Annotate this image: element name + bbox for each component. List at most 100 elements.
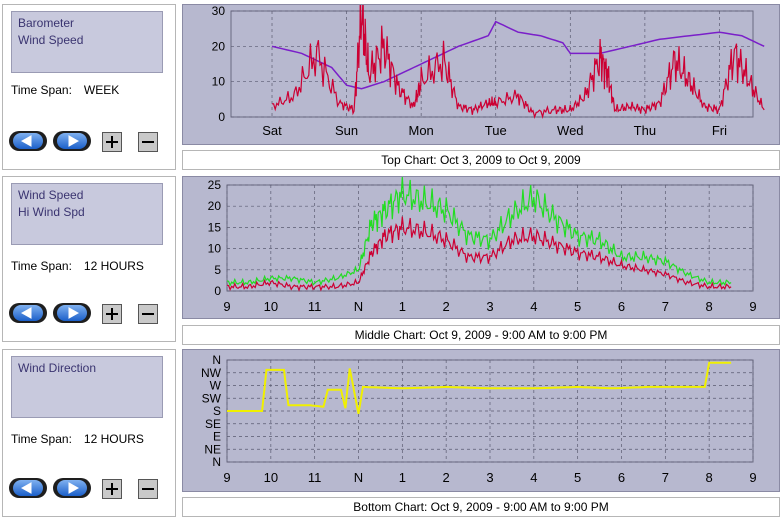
time-span-value[interactable]: 12 HOURS: [83, 432, 144, 446]
caption-bottom: Bottom Chart: Oct 9, 2009 - 9:00 AM to 9…: [182, 497, 780, 517]
time-span-top[interactable]: Time Span: WEEK: [11, 83, 119, 97]
x-tick-label: 9: [749, 299, 756, 314]
plus-icon: [106, 308, 118, 320]
wind-series-line: [272, 0, 765, 120]
y-tick-label: 25: [208, 178, 222, 192]
y-tick-label: 0: [214, 284, 221, 298]
right-arrow-icon: [68, 482, 80, 494]
x-tick-label: 11: [308, 470, 322, 485]
x-tick-label: 2: [443, 470, 450, 485]
x-tick-label: 3: [486, 299, 493, 314]
y-tick-label: 20: [212, 39, 226, 53]
time-span-value[interactable]: 12 HOURS: [83, 259, 144, 273]
time-span-label: Time Span:: [11, 259, 72, 273]
x-tick-label: 8: [706, 299, 713, 314]
hi_wind-series-line: [226, 176, 732, 287]
x-tick-label: 9: [749, 470, 756, 485]
chart-top: 0 10 20 30 Sat Sun Mon Tue Wed Thu Fri: [182, 0, 780, 145]
x-tick-label: Tue: [485, 123, 507, 138]
chart-middle-svg: 0 5 10 15 20 25 9 10 11 N 1 2 3 4 5 6 7 8 9: [208, 176, 757, 314]
x-tick-label: 7: [662, 299, 669, 314]
time-span-value[interactable]: WEEK: [83, 83, 120, 97]
controls-panel-bottom: Wind Direction Time Span: 12 HOURS: [2, 349, 176, 517]
chart-bottom: N NE E SE S SW W NW N 9 10 11 N 1 2 3 4 5 6 7 8 9: [182, 349, 780, 492]
caption-middle: Middle Chart: Oct 9, 2009 - 9:00 AM to 9…: [182, 325, 780, 345]
series-item[interactable]: Wind Speed: [18, 188, 84, 202]
series-item[interactable]: Hi Wind Spd: [18, 205, 85, 219]
x-tick-label: Mon: [409, 123, 434, 138]
next-button-bottom[interactable]: [53, 478, 91, 498]
wind-series-line: [226, 216, 732, 292]
x-tick-label: 4: [530, 470, 537, 485]
controls-panel-middle: Wind Speed Hi Wind Spd Time Span: 12 HOUR…: [2, 176, 176, 342]
zoom-out-button-top[interactable]: [138, 132, 158, 152]
prev-button-middle[interactable]: [9, 303, 47, 323]
x-tick-label: 2: [443, 299, 450, 314]
y-tick-label: E: [213, 430, 221, 444]
x-tick-label: 9: [223, 470, 230, 485]
next-button-top[interactable]: [53, 131, 91, 151]
zoom-in-button-bottom[interactable]: [102, 479, 122, 499]
chart-middle: 0 5 10 15 20 25 9 10 11 N 1 2 3 4 5 6 7 8 9: [182, 176, 780, 319]
controls-panel-top: Barometer Wind Speed Time Span: WEEK: [2, 4, 176, 170]
x-tick-label: 10: [264, 470, 278, 485]
x-tick-label: Thu: [634, 123, 656, 138]
y-tick-label: S: [213, 404, 221, 418]
zoom-out-button-bottom[interactable]: [138, 479, 158, 499]
zoom-in-button-top[interactable]: [102, 132, 122, 152]
time-span-bottom[interactable]: Time Span: 12 HOURS: [11, 432, 144, 446]
prev-button-bottom[interactable]: [9, 478, 47, 498]
x-tick-label: 5: [574, 470, 581, 485]
minus-icon: [142, 488, 154, 490]
zoom-in-button-middle[interactable]: [102, 304, 122, 324]
series-item[interactable]: Wind Speed: [18, 33, 84, 47]
time-span-label: Time Span:: [11, 432, 72, 446]
x-tick-label: 7: [662, 470, 669, 485]
y-tick-label: 10: [212, 75, 226, 89]
series-list-top[interactable]: Barometer Wind Speed: [11, 11, 163, 73]
y-tick-label: 30: [212, 5, 226, 18]
y-tick-label: N: [212, 455, 221, 469]
series-item[interactable]: Barometer: [18, 16, 75, 30]
x-tick-label: 11: [308, 299, 322, 314]
x-tick-label: 6: [618, 470, 625, 485]
x-tick-label: 8: [706, 470, 713, 485]
zoom-out-button-middle[interactable]: [138, 304, 158, 324]
x-tick-label: N: [354, 470, 363, 485]
right-arrow-icon: [68, 135, 80, 147]
plus-icon: [106, 483, 118, 495]
chart-top-svg: 0 10 20 30 Sat Sun Mon Tue Wed Thu Fri: [212, 0, 765, 138]
time-span-label: Time Span:: [11, 83, 72, 97]
x-tick-label: 3: [486, 470, 493, 485]
x-tick-label: 1: [399, 299, 406, 314]
y-tick-label: W: [210, 379, 222, 393]
y-tick-label: 0: [218, 110, 225, 124]
y-tick-label: NW: [201, 366, 222, 380]
x-tick-label: 9: [223, 299, 230, 314]
time-span-middle[interactable]: Time Span: 12 HOURS: [11, 259, 144, 273]
next-button-middle[interactable]: [53, 303, 91, 323]
x-tick-label: 10: [264, 299, 278, 314]
y-tick-label: 15: [208, 220, 222, 234]
x-tick-label: 1: [399, 470, 406, 485]
y-tick-label: 10: [208, 242, 222, 256]
series-list-middle[interactable]: Wind Speed Hi Wind Spd: [11, 183, 163, 245]
x-tick-label: Sat: [262, 123, 282, 138]
y-tick-label: N: [212, 353, 221, 367]
prev-button-top[interactable]: [9, 131, 47, 151]
y-tick-label: 5: [214, 263, 221, 277]
series-item[interactable]: Wind Direction: [18, 361, 97, 375]
left-arrow-icon: [20, 482, 32, 494]
left-arrow-icon: [20, 135, 32, 147]
left-arrow-icon: [20, 307, 32, 319]
y-tick-label: 20: [208, 199, 222, 213]
x-tick-label: 5: [574, 299, 581, 314]
series-list-bottom[interactable]: Wind Direction: [11, 356, 163, 418]
caption-top: Top Chart: Oct 3, 2009 to Oct 9, 2009: [182, 150, 780, 170]
y-tick-label: NE: [204, 442, 221, 456]
y-tick-label: SE: [205, 417, 221, 431]
x-tick-label: N: [354, 299, 363, 314]
x-tick-label: 6: [618, 299, 625, 314]
dir-series-line: [227, 361, 732, 414]
